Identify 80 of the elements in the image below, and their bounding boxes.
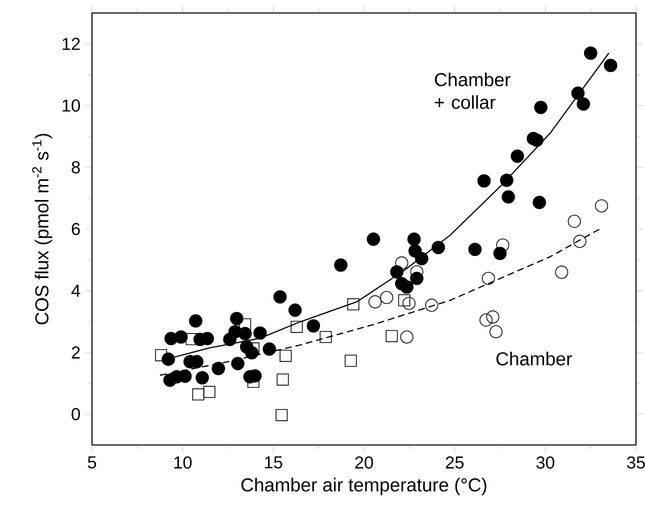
point [407, 232, 421, 246]
point [262, 342, 276, 356]
point [502, 190, 516, 204]
point [398, 294, 410, 306]
point [489, 325, 503, 338]
y-tick-label: 2 [72, 346, 80, 358]
x-tick-label: 5 [88, 456, 96, 468]
annotation: Chamber [496, 352, 572, 366]
point [366, 232, 380, 246]
point [386, 330, 398, 342]
point [395, 256, 408, 270]
point [276, 409, 288, 422]
point [482, 272, 495, 285]
point [496, 238, 510, 252]
point [192, 388, 204, 400]
point [414, 252, 428, 266]
x-tick-label: 30 [536, 456, 554, 469]
point [555, 266, 568, 279]
y-tick-label: 12 [62, 38, 80, 50]
point [530, 133, 544, 147]
point [493, 246, 507, 260]
point [344, 354, 357, 367]
point [604, 58, 618, 72]
point [480, 313, 493, 327]
point [402, 296, 416, 310]
point [288, 303, 302, 317]
point [400, 330, 414, 344]
point [230, 312, 244, 326]
point [595, 199, 608, 212]
point [573, 234, 586, 248]
point [347, 298, 360, 310]
x-axis-title: Chamber air temperature (°C) [241, 478, 486, 496]
point [584, 46, 598, 60]
point [276, 374, 289, 386]
point [174, 330, 188, 344]
point [178, 370, 192, 383]
y-axis-title: COS flux (pmol m$^{-2}$ s$^{-1}$) [32, 134, 52, 324]
point [203, 386, 216, 398]
x-tick-label: 35 [627, 456, 645, 469]
point [432, 240, 446, 254]
point [468, 242, 482, 256]
y-tick-label: 8 [72, 161, 80, 174]
y-tick-label: 0 [72, 408, 80, 420]
x-tick-label: 25 [446, 456, 464, 469]
point [290, 320, 303, 333]
point [576, 97, 590, 111]
point [380, 290, 394, 304]
point [320, 331, 332, 343]
point [273, 290, 287, 304]
point [368, 295, 382, 308]
point [231, 356, 244, 370]
point [425, 298, 438, 312]
point [390, 265, 404, 279]
annotation: Chamber + collar [434, 72, 510, 109]
point [568, 214, 581, 228]
point [162, 352, 176, 366]
point [534, 100, 548, 114]
point [477, 174, 491, 188]
point [238, 326, 252, 340]
x-tick-label: 20 [355, 456, 373, 469]
point [189, 314, 202, 328]
point [486, 310, 500, 324]
point [253, 326, 267, 340]
point [306, 319, 320, 333]
point [280, 350, 292, 362]
point [400, 280, 414, 294]
x-tick-label: 15 [265, 456, 282, 468]
point [571, 86, 585, 100]
y-tick-label: 6 [72, 222, 80, 236]
point [196, 371, 209, 384]
x-tick-label: 10 [174, 456, 192, 469]
y-tick-label: 10 [62, 99, 80, 112]
point [410, 272, 424, 286]
point [510, 150, 524, 163]
point [500, 174, 514, 187]
point [334, 258, 348, 272]
y-tick-label: 4 [71, 284, 80, 297]
point [155, 349, 168, 362]
point [212, 362, 226, 376]
point [532, 196, 546, 210]
